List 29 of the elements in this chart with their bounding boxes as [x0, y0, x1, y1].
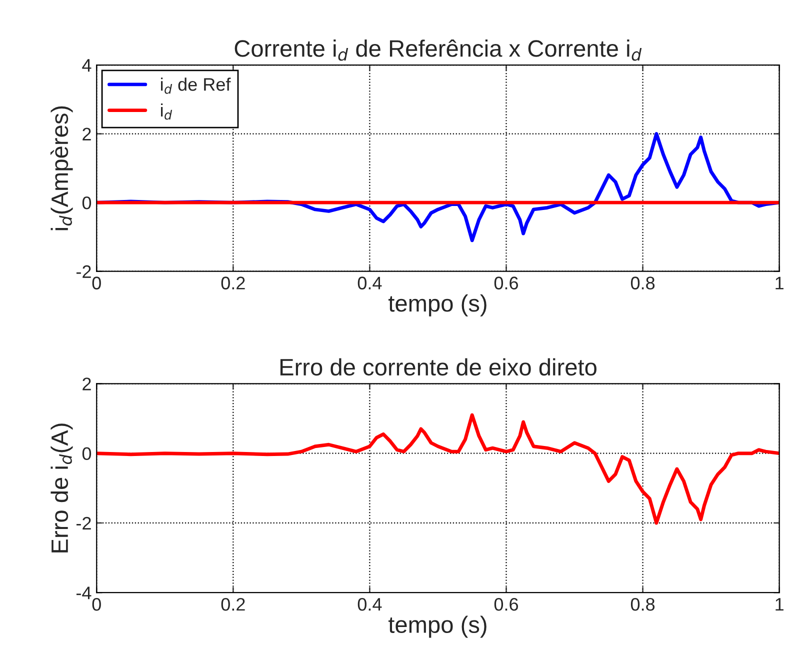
legend-label: i$_{d}$ de Ref [161, 78, 231, 94]
x-tick-label: 0 [92, 276, 101, 290]
x-axis-title: tempo (s) [388, 616, 486, 638]
y-tick-label: 0 [82, 447, 92, 460]
x-tick-label: 0.2 [221, 598, 245, 611]
x-tick-label: 0.6 [494, 276, 518, 290]
y-axis-title: Erro de i$_{d}$(A) [50, 424, 73, 552]
y-axis-title: i$_{d}$(Ampères) [50, 106, 73, 230]
line-series [96, 413, 780, 525]
x-tick-label: 0.4 [358, 598, 382, 611]
x-axis-title: tempo (s) [388, 294, 486, 316]
y-tick-label: 0 [82, 196, 92, 210]
y-tick-label: -2 [76, 516, 91, 530]
y-tick-label: 2 [82, 128, 91, 140]
chart-title: Corrente i$_{d}$ de Referência x Corrente i$_{d}$ [234, 39, 642, 61]
y-tick-label: 4 [82, 59, 92, 72]
chart-title: Erro de corrente de eixo direto [280, 358, 596, 376]
y-tick-label: -4 [76, 586, 92, 600]
x-tick-label: 0.4 [358, 276, 382, 290]
y-tick-label: -2 [76, 265, 91, 278]
y-tick-label: 2 [82, 378, 91, 390]
x-tick-label: 0 [92, 598, 101, 611]
x-tick-label: 0.2 [221, 276, 245, 290]
x-tick-label: 0.6 [494, 598, 518, 611]
x-tick-label: 0.8 [630, 598, 655, 611]
x-tick-label: 1 [776, 598, 784, 611]
legend-label: i$_{d}$ [161, 103, 172, 120]
x-tick-label: 1 [776, 276, 784, 290]
x-tick-label: 0.8 [630, 276, 655, 290]
